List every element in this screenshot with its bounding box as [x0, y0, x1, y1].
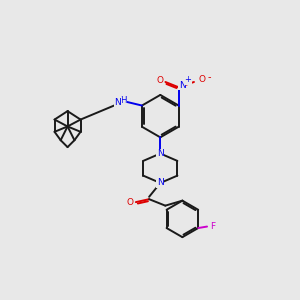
Text: O: O [199, 75, 206, 84]
Text: H: H [120, 96, 126, 105]
Text: N: N [157, 178, 164, 188]
Text: N: N [157, 149, 164, 158]
Text: N: N [114, 98, 121, 106]
Text: F: F [210, 222, 215, 231]
Text: O: O [127, 198, 134, 207]
Text: -: - [208, 72, 211, 82]
Text: O: O [157, 76, 164, 85]
Text: N: N [179, 81, 186, 90]
Text: +: + [185, 75, 191, 84]
